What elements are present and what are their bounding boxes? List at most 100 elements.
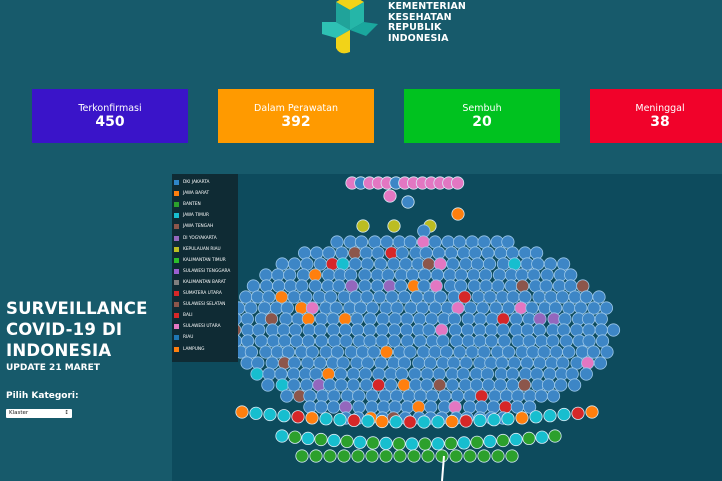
case-bubble[interactable] (239, 290, 253, 304)
case-bubble[interactable] (261, 378, 275, 392)
case-bubble[interactable] (449, 449, 463, 463)
case-bubble[interactable] (493, 246, 508, 260)
case-bubble[interactable] (326, 323, 340, 337)
case-bubble[interactable] (330, 345, 344, 359)
case-bubble[interactable] (338, 323, 353, 337)
case-bubble[interactable] (370, 279, 384, 293)
case-bubble[interactable] (552, 279, 566, 293)
case-bubble[interactable] (358, 279, 372, 293)
case-bubble[interactable] (535, 430, 549, 444)
case-bubble[interactable] (518, 246, 532, 260)
case-bubble[interactable] (265, 356, 279, 370)
case-bubble[interactable] (367, 345, 381, 359)
case-bubble[interactable] (287, 367, 301, 381)
case-bubble[interactable] (415, 301, 430, 315)
case-bubble[interactable] (457, 436, 471, 450)
case-bubble[interactable] (315, 389, 330, 403)
case-bubble[interactable] (343, 235, 357, 249)
cluster-visualization[interactable] (172, 174, 722, 481)
case-bubble[interactable] (352, 389, 366, 403)
case-bubble[interactable] (412, 356, 426, 370)
case-bubble[interactable] (402, 389, 416, 403)
case-bubble[interactable] (254, 334, 268, 348)
case-bubble[interactable] (275, 257, 289, 271)
case-bubble[interactable] (505, 367, 520, 381)
case-bubble[interactable] (368, 235, 382, 249)
case-bubble[interactable] (546, 389, 561, 403)
case-bubble[interactable] (428, 345, 442, 359)
case-bubble[interactable] (509, 432, 523, 447)
case-bubble[interactable] (298, 246, 312, 260)
case-bubble[interactable] (515, 411, 529, 425)
case-bubble[interactable] (495, 356, 509, 370)
case-bubble[interactable] (259, 268, 273, 282)
case-bubble[interactable] (350, 312, 364, 326)
case-bubble[interactable] (339, 400, 353, 414)
case-bubble[interactable] (492, 268, 507, 282)
bubble-network[interactable] (172, 174, 722, 481)
case-bubble[interactable] (449, 334, 464, 348)
case-bubble[interactable] (594, 312, 608, 326)
case-bubble[interactable] (308, 268, 322, 282)
case-bubble[interactable] (278, 334, 292, 348)
case-bubble[interactable] (417, 415, 431, 429)
case-bubble[interactable] (496, 257, 510, 271)
case-bubble[interactable] (262, 367, 276, 381)
case-bubble[interactable] (484, 334, 499, 348)
case-bubble[interactable] (448, 323, 462, 337)
case-bubble[interactable] (301, 356, 315, 370)
case-bubble[interactable] (496, 312, 510, 326)
case-bubble[interactable] (413, 312, 427, 326)
case-bubble[interactable] (374, 356, 388, 370)
case-bubble[interactable] (451, 207, 465, 221)
case-bubble[interactable] (501, 412, 515, 426)
case-bubble[interactable] (522, 334, 536, 348)
case-bubble[interactable] (274, 367, 288, 381)
case-bubble[interactable] (380, 235, 394, 249)
case-bubble[interactable] (473, 312, 487, 326)
case-bubble[interactable] (501, 235, 515, 249)
case-bubble[interactable] (509, 312, 523, 326)
case-bubble[interactable] (356, 219, 370, 233)
case-bubble[interactable] (354, 235, 369, 249)
case-bubble[interactable] (431, 437, 445, 451)
case-bubble[interactable] (576, 279, 590, 293)
case-bubble[interactable] (459, 257, 473, 271)
case-bubble[interactable] (507, 356, 521, 370)
case-bubble[interactable] (389, 415, 403, 429)
case-bubble[interactable] (348, 246, 362, 260)
case-bubble[interactable] (417, 345, 431, 359)
case-bubble[interactable] (323, 378, 337, 392)
case-bubble[interactable] (351, 449, 365, 463)
case-bubble[interactable] (310, 246, 324, 260)
case-bubble[interactable] (303, 400, 317, 414)
case-bubble[interactable] (394, 268, 408, 282)
case-bubble[interactable] (428, 235, 442, 249)
case-bubble[interactable] (527, 268, 541, 282)
case-bubble[interactable] (372, 367, 386, 381)
case-bubble[interactable] (482, 257, 497, 271)
case-bubble[interactable] (431, 415, 445, 429)
case-bubble[interactable] (477, 449, 491, 463)
case-bubble[interactable] (296, 268, 311, 282)
case-bubble[interactable] (312, 290, 326, 304)
case-bubble[interactable] (270, 345, 285, 359)
case-bubble[interactable] (295, 279, 309, 293)
case-bubble[interactable] (428, 301, 442, 315)
case-bubble[interactable] (272, 279, 286, 293)
case-bubble[interactable] (447, 356, 461, 370)
case-bubble[interactable] (244, 345, 259, 359)
case-bubble[interactable] (348, 257, 362, 271)
case-bubble[interactable] (413, 334, 427, 348)
case-bubble[interactable] (424, 400, 438, 414)
case-bubble[interactable] (498, 400, 513, 414)
case-bubble[interactable] (387, 334, 401, 348)
case-bubble[interactable] (474, 400, 489, 414)
case-bubble[interactable] (543, 367, 557, 381)
case-bubble[interactable] (470, 257, 484, 271)
case-bubble[interactable] (546, 334, 560, 348)
case-bubble[interactable] (353, 435, 367, 449)
case-bubble[interactable] (309, 367, 323, 381)
case-bubble[interactable] (473, 323, 487, 337)
case-bubble[interactable] (330, 235, 344, 249)
